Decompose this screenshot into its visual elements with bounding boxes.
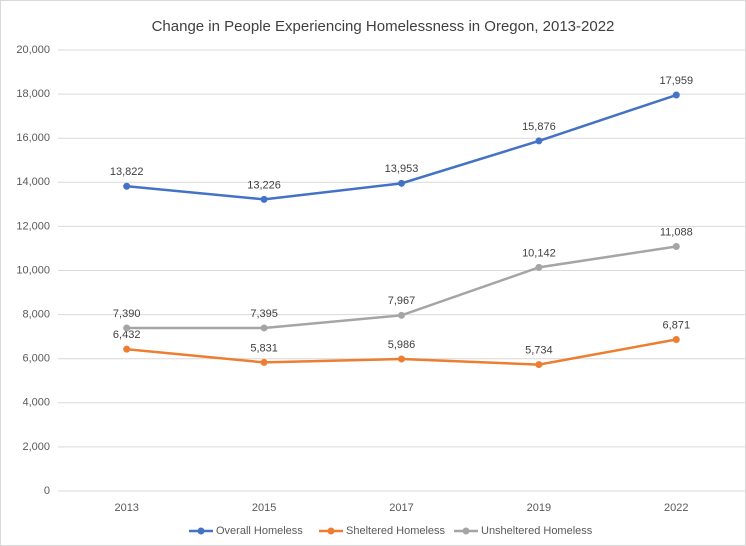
legend-label: Overall Homeless [216, 525, 303, 537]
data-point [398, 179, 405, 187]
legend-marker [197, 527, 205, 535]
x-tick-label: 2013 [114, 502, 138, 514]
data-label: 10,142 [522, 247, 556, 259]
y-tick-label: 2,000 [22, 441, 50, 453]
data-label: 7,967 [388, 295, 416, 307]
y-tick-label: 4,000 [22, 397, 50, 409]
chart-title: Change in People Experiencing Homelessne… [152, 18, 615, 35]
y-tick-label: 8,000 [22, 309, 50, 321]
y-tick-label: 14,000 [16, 176, 50, 188]
data-point [398, 311, 405, 319]
x-tick-label: 2022 [664, 502, 688, 514]
data-point [672, 335, 680, 343]
data-point [260, 324, 268, 332]
y-tick-label: 20,000 [16, 44, 50, 56]
data-point [398, 355, 405, 363]
data-label: 6,871 [663, 319, 691, 331]
x-tick-label: 2015 [252, 502, 276, 514]
y-tick-label: 16,000 [16, 132, 50, 144]
data-label: 13,953 [385, 163, 419, 175]
legend-marker [462, 527, 470, 535]
data-label: 11,088 [660, 226, 693, 238]
y-tick-label: 12,000 [16, 220, 50, 232]
data-point [672, 243, 680, 251]
data-point [260, 358, 268, 366]
data-point [123, 182, 131, 190]
x-tick-label: 2017 [389, 502, 413, 514]
y-tick-label: 18,000 [16, 88, 50, 100]
data-label: 7,390 [113, 308, 141, 320]
data-point [535, 361, 543, 369]
y-tick-label: 10,000 [16, 264, 50, 276]
data-label: 13,226 [247, 179, 281, 191]
data-label: 7,395 [250, 308, 278, 320]
data-point [535, 263, 543, 271]
legend-marker [327, 527, 335, 535]
legend-label: Unsheltered Homeless [481, 525, 593, 537]
data-point [535, 137, 543, 145]
data-label: 13,822 [110, 166, 144, 178]
data-label: 5,734 [525, 344, 553, 356]
y-tick-label: 0 [44, 485, 50, 497]
y-tick-label: 6,000 [22, 353, 50, 365]
data-label: 15,876 [522, 121, 556, 133]
data-label: 5,986 [388, 339, 416, 351]
data-point [672, 91, 680, 99]
data-label: 6,432 [113, 329, 141, 341]
data-label: 5,831 [250, 342, 278, 354]
data-point [123, 345, 131, 353]
legend-label: Sheltered Homeless [346, 525, 446, 537]
data-point [123, 324, 131, 332]
x-tick-label: 2019 [527, 502, 551, 514]
data-label: 17,959 [659, 75, 693, 87]
data-point [260, 195, 268, 203]
